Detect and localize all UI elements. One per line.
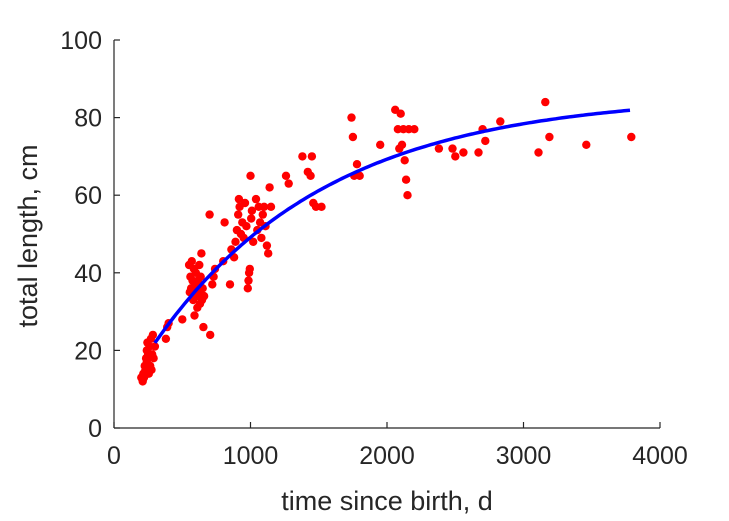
scatter-point [178, 315, 187, 324]
scatter-point [257, 233, 266, 243]
scatter-point [284, 179, 293, 188]
x-tick-label: 2000 [359, 442, 415, 470]
scatter-point [281, 171, 291, 180]
scatter-point [206, 330, 215, 340]
scatter-point [197, 249, 206, 258]
scatter-point [265, 183, 274, 192]
scatter-point [262, 241, 272, 250]
scatter-point [396, 109, 405, 118]
scatter-point [244, 276, 253, 285]
scatter-point [251, 194, 261, 204]
scatter-point [234, 210, 243, 219]
scatter-point [448, 144, 457, 153]
scatter-point [541, 97, 550, 107]
scatter-point [410, 125, 419, 134]
y-ticks: 0 20 40 60 80 100 [60, 27, 120, 443]
scatter-point [147, 365, 156, 374]
x-tick-label: 1000 [223, 442, 279, 470]
scatter-point [245, 264, 254, 274]
scatter-point [161, 334, 171, 343]
scatter-point [434, 144, 444, 153]
y-tick-label: 100 [60, 27, 102, 55]
scatter-point [307, 152, 317, 161]
fit-curve [153, 108, 631, 344]
scatter-point [199, 322, 208, 332]
scatter-point [247, 206, 257, 215]
scatter-point [240, 198, 250, 208]
scatter-point [187, 257, 196, 266]
x-tick-label: 3000 [496, 442, 552, 470]
scatter-point [400, 156, 409, 165]
scatter-point [195, 260, 204, 270]
scatter-point [401, 175, 411, 184]
scatter-point [208, 280, 217, 289]
scatter-point [220, 218, 229, 227]
scatter-point [247, 214, 256, 223]
plot-area: 0 20 40 60 80 100 0 1000 2000 3000 4000 [60, 27, 688, 470]
x-axis-label: time since birth, d [281, 486, 493, 516]
y-tick-label: 80 [74, 105, 102, 133]
scatter-point [148, 330, 158, 340]
scatter-point [397, 140, 407, 149]
scatter-point [242, 222, 251, 231]
x-ticks: 0 1000 2000 3000 4000 [107, 422, 688, 470]
scatter-point [298, 152, 307, 161]
scatter-point [264, 249, 273, 258]
scatter-point [534, 148, 543, 157]
scatter-point [582, 140, 591, 149]
scatter-point [246, 171, 255, 180]
scatter-point [199, 291, 209, 301]
scatter-points [137, 97, 636, 386]
scatter-point [474, 148, 483, 157]
y-tick-label: 20 [74, 337, 102, 365]
scatter-point [243, 284, 252, 293]
y-axis-label: total length, cm [13, 144, 43, 327]
scatter-point [234, 194, 244, 204]
scatter-point [259, 202, 269, 211]
scatter-point [348, 132, 358, 142]
scatter-point [545, 132, 554, 142]
scatter-point [355, 171, 364, 180]
scatter-point [149, 354, 158, 363]
scatter-point [249, 237, 258, 246]
scatter-point [347, 113, 356, 122]
scatter-point [352, 160, 362, 169]
scatter-point [258, 210, 267, 219]
scatter-point [496, 117, 505, 126]
scatter-point [205, 210, 214, 219]
scatter-point [403, 191, 412, 200]
scatter-point [451, 152, 460, 161]
scatter-point [190, 311, 199, 320]
y-tick-label: 0 [88, 415, 102, 443]
scatter-point [317, 202, 326, 211]
scatter-point [266, 202, 276, 211]
scatter-point [306, 171, 315, 180]
y-tick-label: 40 [74, 260, 102, 288]
scatter-point [481, 136, 490, 146]
scatter-point [459, 148, 468, 157]
x-tick-label: 4000 [632, 442, 688, 470]
y-tick-label: 60 [74, 182, 102, 210]
scatter-point [150, 342, 160, 351]
x-tick-label: 0 [107, 442, 121, 470]
scatter-point [231, 237, 240, 246]
scatter-point [376, 140, 385, 149]
scatter-point [627, 132, 636, 142]
scatter-point [196, 272, 205, 281]
scatter-point [225, 280, 235, 289]
